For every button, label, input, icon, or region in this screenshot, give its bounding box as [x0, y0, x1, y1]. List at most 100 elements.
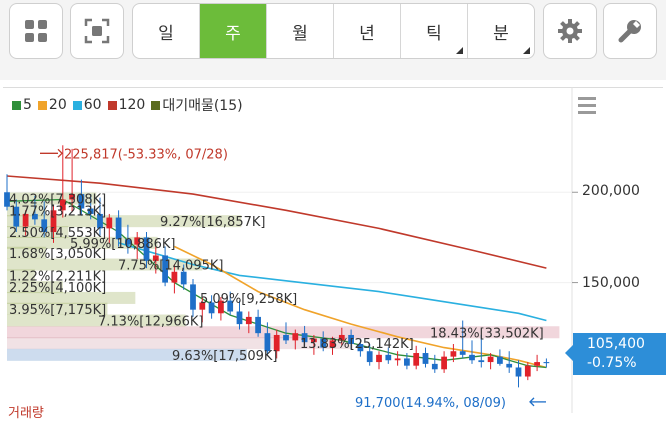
supply-label: 13.83%[25,142K] [300, 337, 414, 352]
candle-body [22, 213, 29, 227]
high-annotation: 225,817(-53.33%, 07/28) [64, 147, 228, 162]
ma-line-60 [118, 242, 547, 322]
supply-bar [7, 269, 35, 282]
candle-body [283, 334, 289, 341]
candle-body [115, 217, 122, 240]
candle-body [134, 237, 141, 245]
candle-body [357, 344, 364, 352]
candle-body [385, 354, 392, 361]
tab-day[interactable]: 일 [133, 4, 200, 58]
candle-body [320, 338, 327, 348]
supply-label: 9.27%[16,857K] [160, 215, 265, 230]
current-price-change: -0.75% [587, 355, 637, 371]
candle-body [487, 356, 494, 363]
candle-body [534, 362, 540, 366]
candle-body [338, 334, 345, 341]
supply-label: 9.63%[17,509K] [172, 349, 277, 364]
y-tick-label: 200,000 [582, 183, 640, 199]
candle-body [236, 311, 243, 325]
candle-body [125, 239, 131, 245]
tab-label: 월 [292, 23, 308, 44]
candle-body [301, 333, 308, 343]
candle-body [264, 333, 271, 352]
tab-week[interactable]: 주 [200, 4, 267, 58]
tab-month[interactable]: 월 [267, 4, 334, 58]
supply-label: 1.22%[2,211K] [9, 269, 106, 284]
tab-label: 일 [158, 23, 174, 44]
low-arrow-icon [529, 397, 535, 407]
candle-body [227, 300, 234, 312]
legend-label: 5 [23, 97, 32, 113]
candle-body [441, 356, 447, 370]
legend-swatch [37, 100, 47, 110]
candle-body [376, 354, 382, 363]
candle-body [497, 356, 503, 364]
supply-bar [7, 348, 247, 361]
current-price-tag: 105,400 -0.75% [565, 333, 666, 375]
ma-line-120 [6, 175, 547, 269]
supply-bar [7, 258, 203, 271]
tab-label: 틱 [426, 23, 442, 44]
legend-swatch [12, 100, 21, 110]
supply-label: 4.02%[7,308K] [9, 193, 106, 208]
legend-item-ma120: 120 [107, 97, 146, 113]
grid-icon [25, 20, 47, 42]
candle-body [78, 194, 85, 209]
candle-body [208, 302, 215, 314]
legend-swatch [107, 100, 117, 110]
legend-swatch [151, 100, 161, 110]
legend-item-ma20: 20 [37, 97, 67, 113]
tab-label: 년 [359, 23, 375, 44]
tab-tick[interactable]: 틱 [401, 4, 468, 58]
candle-body [143, 237, 150, 261]
supply-label: 7.75%[14,095K] [118, 259, 223, 274]
period-tabs: 일 주 월 년 틱 분 [132, 3, 535, 59]
candle-body [413, 353, 420, 366]
candle-body [162, 255, 168, 283]
candle-body [273, 334, 280, 352]
low-annotation: 91,700(14.94%, 08/09) [355, 396, 506, 411]
chart-menu-icon[interactable] [578, 97, 596, 118]
y-tick-label: 150,000 [582, 275, 640, 291]
candle-body [32, 213, 38, 220]
candle-body [524, 365, 531, 377]
tab-label: 분 [493, 23, 509, 44]
legend-label: 120 [118, 97, 146, 113]
legend-item-ma60: 60 [72, 97, 102, 113]
grid-menu-button[interactable] [9, 3, 63, 59]
supply-label: 3.95%[7,175K] [9, 303, 106, 318]
candle-body [69, 194, 75, 200]
candle-body [218, 300, 224, 314]
chart-legend: 5 20 60 120 대기매물(15) [12, 95, 249, 115]
ma-line-20 [174, 245, 547, 369]
supply-label: 5.09%[9,258K] [200, 292, 297, 307]
tools-button[interactable] [603, 3, 657, 59]
fullscreen-icon [84, 18, 110, 44]
candle-body [190, 284, 196, 310]
candle-body [171, 271, 178, 283]
submenu-corner-icon [456, 47, 463, 54]
candle-body [13, 206, 20, 227]
candle-body [50, 210, 57, 232]
legend-swatch [72, 100, 82, 110]
supply-bar [7, 302, 108, 315]
supply-label: 18.43%[33,502K] [430, 326, 544, 341]
candle-body [199, 302, 206, 310]
volume-section-label: 거래량 [8, 406, 44, 421]
chart-area[interactable] [3, 87, 663, 414]
settings-button[interactable] [543, 3, 597, 59]
tab-minute[interactable]: 분 [468, 4, 534, 58]
candle-body [59, 199, 66, 211]
candle-body [87, 208, 94, 214]
supply-label: 1.77%[3,213K] [9, 204, 106, 219]
fullscreen-button[interactable] [70, 3, 124, 59]
tab-year[interactable]: 년 [334, 4, 401, 58]
candle-body [404, 358, 410, 366]
candle-body [41, 219, 48, 232]
supply-bar [7, 314, 186, 327]
supply-label: 5.99%[10,886K] [70, 237, 175, 252]
supply-bar [7, 246, 47, 259]
candle-body [292, 333, 299, 341]
candle-body [506, 363, 513, 368]
current-price-value: 105,400 [587, 336, 645, 352]
